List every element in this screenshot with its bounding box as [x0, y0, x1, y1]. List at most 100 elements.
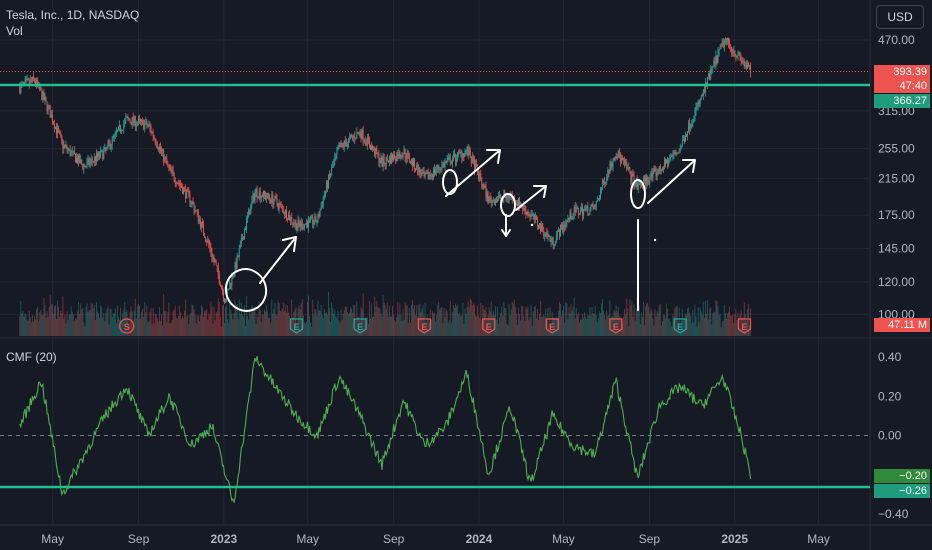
candle-body	[317, 214, 319, 222]
candle-body	[422, 171, 424, 174]
candle-body	[480, 173, 482, 181]
candle-body	[595, 201, 597, 206]
candle-body	[319, 209, 321, 217]
volume-bar	[551, 312, 553, 336]
candle-body	[447, 157, 449, 161]
candle-body	[483, 186, 485, 188]
candle-body	[438, 165, 440, 170]
volume-bar	[463, 324, 465, 336]
volume-bar	[649, 313, 651, 336]
volume-bar	[476, 316, 477, 336]
candle-body	[638, 183, 640, 185]
volume-bar	[729, 306, 731, 336]
volume-bar	[401, 320, 403, 336]
volume-bar	[187, 314, 189, 336]
volume-bar	[90, 303, 92, 336]
candle-body	[398, 151, 400, 159]
volume-bar	[583, 318, 585, 336]
volume-bar	[346, 311, 348, 336]
candle-body	[280, 203, 282, 206]
candle-body	[417, 165, 419, 175]
volume-bar	[175, 317, 177, 336]
candle-body	[168, 164, 170, 168]
volume-bar	[179, 312, 181, 336]
volume-bar	[343, 310, 345, 336]
volume-bar	[654, 309, 656, 336]
candle-body	[148, 124, 150, 126]
candle-body	[625, 162, 627, 164]
candle-body	[592, 204, 594, 208]
candle-body	[672, 155, 674, 157]
volume-bar	[710, 307, 712, 336]
candle-body	[375, 148, 377, 156]
candle-body	[565, 223, 567, 228]
volume-bar	[269, 317, 271, 336]
volume-bar	[312, 299, 314, 336]
volume-bar	[111, 317, 113, 336]
candle-body	[336, 150, 338, 155]
candle-body	[183, 187, 185, 194]
volume-bar	[484, 310, 486, 336]
candle-body	[361, 129, 363, 139]
volume-bar	[725, 319, 727, 336]
volume-bar	[28, 311, 30, 336]
volume-bar	[416, 304, 418, 336]
volume-bar	[520, 320, 522, 336]
candle-body	[464, 151, 466, 157]
volume-bar	[614, 311, 616, 336]
volume-bar	[134, 298, 136, 336]
candle-body	[290, 216, 292, 221]
candle-body	[58, 127, 60, 132]
candle-body	[365, 141, 367, 146]
volume-bar	[334, 309, 336, 336]
candle-body	[263, 190, 265, 195]
volume-bar	[109, 308, 111, 336]
candle-body	[191, 201, 193, 203]
volume-bar	[637, 299, 639, 336]
candle-body	[410, 159, 412, 163]
candle-body	[363, 140, 365, 142]
candle-body	[102, 150, 104, 159]
candle-body	[461, 152, 463, 159]
candle-body	[571, 217, 573, 219]
candle-body	[727, 38, 728, 41]
volume-bar	[340, 309, 342, 336]
candle-body	[277, 203, 279, 209]
candle-body	[128, 118, 130, 121]
horizontal-lines	[0, 71, 870, 489]
volume-bar	[322, 317, 324, 336]
candle-body	[587, 205, 589, 215]
volume-bar	[683, 318, 685, 336]
candle-body	[457, 152, 459, 160]
drawn-arrow	[501, 214, 511, 237]
candle-body	[147, 125, 149, 127]
volume-bar	[72, 314, 74, 336]
candle-body	[694, 110, 696, 119]
candle-body	[612, 159, 614, 166]
candle-body	[648, 181, 650, 184]
candle-body	[232, 275, 234, 277]
candle-body	[372, 146, 374, 150]
candle-body	[157, 147, 159, 150]
volume-bar	[95, 301, 97, 336]
volume-bar	[202, 306, 203, 336]
currency-button[interactable]: USD	[876, 5, 924, 29]
volume-bar	[510, 309, 512, 336]
candle-body	[69, 148, 71, 156]
volume-bar	[170, 323, 172, 336]
candle-body	[641, 184, 643, 187]
candle-body	[386, 157, 388, 161]
volume-bar	[295, 307, 297, 336]
candle-body	[669, 159, 671, 161]
volume-bar	[709, 308, 711, 336]
volume-bar	[733, 323, 735, 336]
candle-body	[122, 129, 124, 131]
volume-bar	[347, 314, 349, 336]
volume-bar	[261, 314, 263, 336]
volume-bar	[492, 310, 494, 336]
candle-body	[392, 154, 393, 161]
volume-bar	[619, 317, 621, 336]
candle-body	[256, 189, 258, 198]
candle-body	[692, 121, 694, 124]
